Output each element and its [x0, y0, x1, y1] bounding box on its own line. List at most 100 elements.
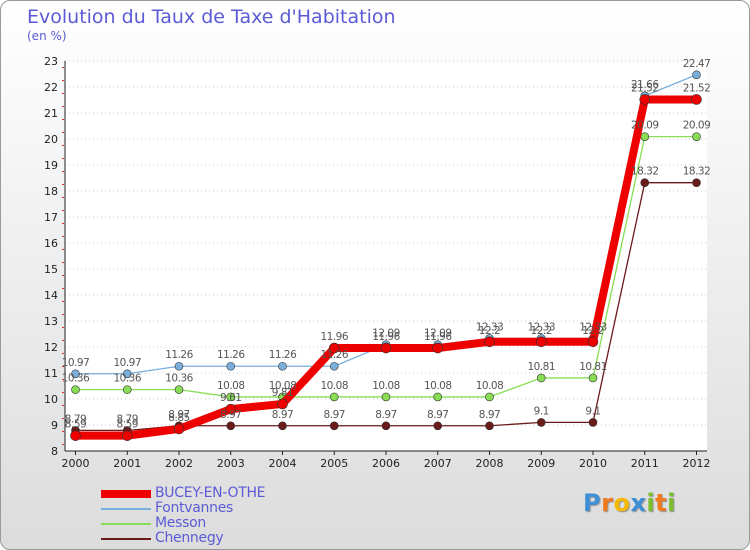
data-label-chennegy: 8.97	[272, 409, 293, 421]
chart-subtitle: (en %)	[27, 29, 67, 43]
logo-letter: i	[646, 489, 656, 517]
data-label-bucey-en-othe: 12.2	[531, 325, 552, 337]
data-point-chennegy	[692, 178, 701, 187]
data-label-fontvannes: 21.66	[631, 79, 659, 91]
data-label-chennegy: 8.97	[168, 409, 189, 421]
logo-letter: x	[630, 489, 647, 517]
y-tick-label: 14	[44, 289, 58, 302]
x-tick-label: 2004	[269, 457, 297, 470]
data-label-chennegy: 18.32	[631, 166, 659, 178]
data-label-messon: 10.08	[269, 380, 297, 392]
data-point-messon	[485, 392, 494, 402]
data-label-bucey-en-othe: 21.52	[631, 82, 659, 94]
data-label-fontvannes: 22.47	[683, 58, 711, 70]
data-point-bucey-en-othe	[121, 430, 133, 441]
data-label-chennegy: 8.97	[427, 409, 448, 421]
data-label-fontvannes: 12.33	[476, 321, 504, 333]
data-point-messon	[381, 392, 391, 402]
data-label-chennegy: 9.1	[585, 405, 600, 417]
x-tick-label: 2008	[476, 457, 504, 470]
data-point-bucey-en-othe	[173, 423, 185, 435]
data-point-bucey-en-othe	[484, 336, 495, 348]
plot-area	[65, 61, 707, 451]
data-label-messon: 10.08	[320, 380, 348, 392]
data-label-bucey-en-othe: 12.2	[582, 325, 603, 337]
data-point-bucey-en-othe	[380, 342, 392, 354]
data-point-fontvannes	[122, 369, 132, 379]
data-point-bucey-en-othe	[535, 336, 547, 348]
data-label-fontvannes: 12.09	[372, 328, 400, 340]
data-point-fontvannes	[174, 361, 184, 371]
x-tick-label: 2005	[320, 457, 348, 470]
x-tick-label: 2002	[165, 457, 193, 470]
y-tick-label: 15	[44, 263, 58, 276]
data-point-fontvannes	[226, 361, 236, 371]
x-tick-label: 2012	[683, 457, 711, 470]
data-point-fontvannes	[71, 369, 80, 379]
data-point-bucey-en-othe	[587, 336, 599, 348]
x-tick-label: 2001	[113, 457, 141, 470]
data-point-fontvannes	[278, 361, 287, 371]
data-point-messon	[588, 373, 598, 383]
data-point-chennegy	[278, 421, 287, 431]
data-label-fontvannes: 12.33	[527, 321, 555, 333]
logo-letter: i	[667, 489, 676, 517]
legend-swatch-chennegy	[101, 538, 151, 540]
y-tick-label: 21	[44, 107, 58, 120]
data-label-bucey-en-othe: 21.52	[683, 82, 711, 94]
data-label-chennegy: 8.97	[479, 409, 500, 421]
data-point-chennegy	[536, 418, 546, 427]
data-point-bucey-en-othe	[432, 342, 444, 354]
y-tick-label: 12	[44, 341, 58, 354]
x-tick-label: 2011	[631, 457, 659, 470]
data-point-messon	[71, 385, 80, 394]
data-label-messon: 20.09	[631, 120, 659, 132]
legend-label-chennegy: Chennegy	[155, 530, 224, 546]
data-label-bucey-en-othe: 12.2	[479, 325, 500, 337]
y-tick-label: 18	[44, 185, 58, 198]
data-label-fontvannes: 11.26	[269, 349, 297, 361]
data-label-messon: 10.08	[217, 380, 245, 392]
legend-swatch-messon	[101, 523, 151, 525]
legend-swatch-bucey	[101, 490, 151, 498]
data-label-messon: 20.09	[683, 120, 711, 132]
data-point-messon	[536, 373, 546, 383]
data-label-bucey-en-othe: 11.96	[424, 331, 452, 343]
data-label-bucey-en-othe: 8.59	[65, 419, 86, 431]
x-tick-label: 2007	[424, 457, 452, 470]
data-point-messon	[226, 392, 236, 402]
y-tick-label: 23	[44, 55, 58, 68]
data-label-messon: 10.81	[527, 361, 555, 373]
data-label-bucey-en-othe: 11.96	[320, 331, 348, 343]
data-label-chennegy: 9.1	[534, 405, 549, 417]
data-point-messon	[433, 392, 443, 402]
data-point-chennegy	[329, 421, 339, 431]
data-label-chennegy: 8.79	[65, 413, 86, 425]
data-label-fontvannes: 11.26	[217, 349, 245, 361]
logo-letter: r	[601, 489, 614, 517]
data-label-bucey-en-othe: 9.81	[272, 387, 293, 399]
data-label-fontvannes: 11.26	[320, 349, 348, 361]
data-point-messon	[640, 132, 650, 141]
data-label-bucey-en-othe: 11.96	[372, 331, 400, 343]
data-label-bucey-en-othe: 9.61	[220, 392, 241, 404]
data-label-bucey-en-othe: 8.59	[117, 419, 138, 431]
data-label-chennegy: 8.97	[324, 409, 345, 421]
data-label-fontvannes: 10.97	[62, 357, 90, 369]
legend-label-messon: Messon	[155, 515, 206, 531]
logo-letter: o	[613, 489, 631, 517]
data-point-bucey-en-othe	[225, 403, 237, 415]
data-point-messon	[329, 392, 339, 402]
data-point-bucey-en-othe	[70, 430, 81, 441]
data-point-fontvannes	[329, 361, 339, 371]
data-point-messon	[122, 385, 132, 394]
y-tick-label: 13	[44, 315, 58, 328]
data-point-chennegy	[640, 178, 650, 187]
x-tick-label: 2000	[62, 457, 90, 470]
data-label-chennegy: 18.32	[683, 166, 711, 178]
x-tick-label: 2010	[579, 457, 607, 470]
logo-letter: P	[583, 489, 602, 517]
data-point-chennegy	[226, 421, 236, 431]
data-label-messon: 10.36	[165, 373, 193, 385]
